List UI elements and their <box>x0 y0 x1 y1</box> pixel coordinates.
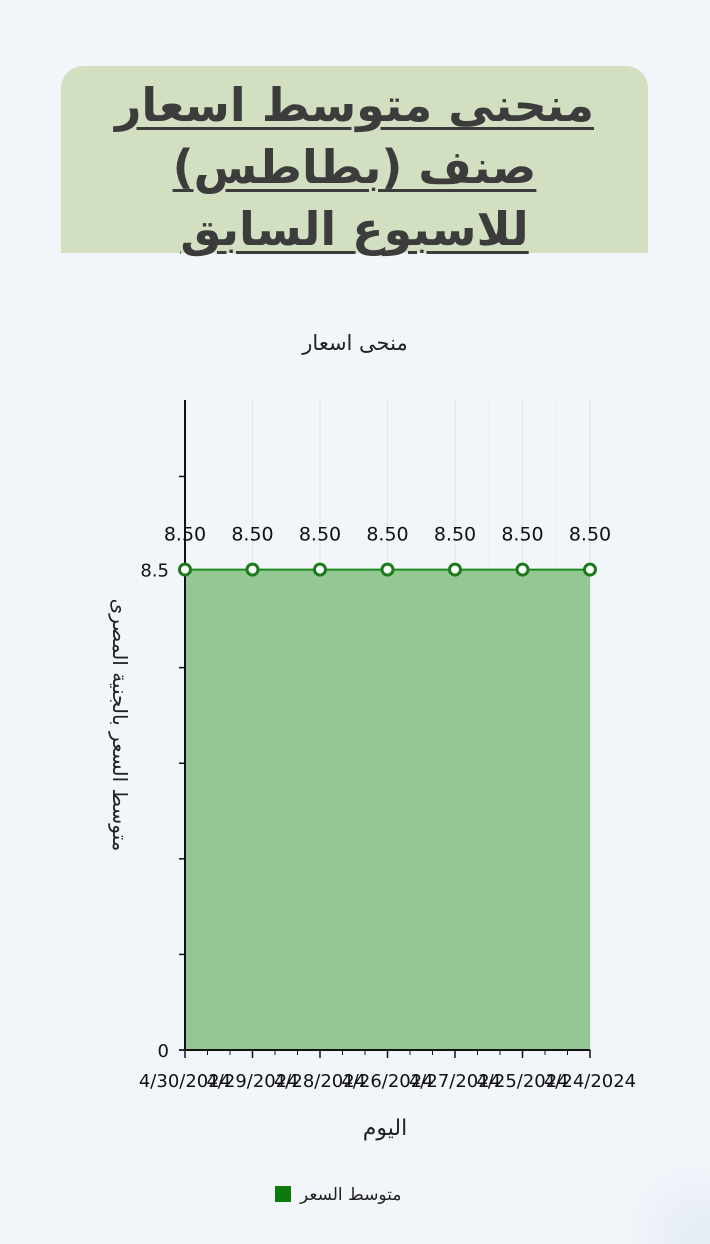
x-tick-labels: 4/30/20244/29/20244/28/20244/26/20244/27… <box>139 1071 636 1092</box>
y-tick-label: 0 <box>158 1041 169 1062</box>
data-label: 8.50 <box>501 524 543 546</box>
legend-swatch <box>275 1186 291 1202</box>
data-point[interactable] <box>515 562 530 577</box>
data-point[interactable] <box>583 562 597 577</box>
x-tick-label: 4/28/2024 <box>274 1071 366 1092</box>
legend[interactable]: متوسط السعر <box>275 1185 401 1205</box>
page-title: منحنى متوسط اسعار صنف (بطاطس) للاسبوع ال… <box>114 78 595 256</box>
chart-title: منحى اسعار <box>301 331 407 355</box>
legend-label: متوسط السعر <box>299 1185 401 1205</box>
x-tick-label: 4/29/2024 <box>206 1071 298 1092</box>
data-label: 8.50 <box>434 524 476 546</box>
data-point[interactable] <box>178 562 192 577</box>
data-point[interactable] <box>380 562 395 577</box>
data-label: 8.50 <box>231 524 273 546</box>
x-tick-label: 4/30/2024 <box>139 1071 231 1092</box>
data-label: 8.50 <box>366 524 408 546</box>
x-tick-label: 4/27/2024 <box>409 1071 501 1092</box>
title-card: منحنى متوسط اسعار صنف (بطاطس) للاسبوع ال… <box>61 66 648 256</box>
x-axis-label: اليوم <box>363 1116 407 1141</box>
x-tick-label: 4/25/2024 <box>476 1071 568 1092</box>
data-label: 8.50 <box>569 524 611 546</box>
y-tick-labels: 08.5 <box>140 561 169 1062</box>
x-tick-label: 4/24/2024 <box>544 1071 636 1092</box>
data-point[interactable] <box>245 562 260 577</box>
data-points <box>178 562 597 577</box>
data-label: 8.50 <box>164 524 206 546</box>
data-labels: 8.50 8.50 8.50 8.50 8.50 8.50 8.50 <box>164 524 611 546</box>
series-area <box>185 569 590 1050</box>
data-label: 8.50 <box>299 524 341 546</box>
data-point[interactable] <box>448 562 462 577</box>
x-tick-label: 4/26/2024 <box>341 1071 433 1092</box>
axes <box>179 400 591 1058</box>
area-layer <box>185 568 590 1050</box>
y-axis-label: متوسط السعر بالجنية المصرى <box>108 599 132 852</box>
data-point[interactable] <box>313 562 327 577</box>
y-tick-label: 8.5 <box>140 561 169 582</box>
